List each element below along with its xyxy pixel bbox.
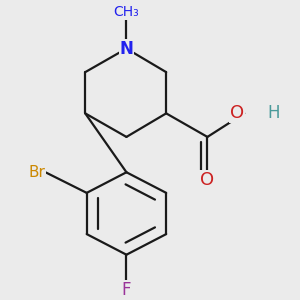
Text: H: H bbox=[268, 104, 280, 122]
Text: Br: Br bbox=[28, 165, 46, 180]
Text: N: N bbox=[119, 40, 134, 58]
Text: F: F bbox=[122, 281, 131, 299]
Text: O: O bbox=[200, 171, 214, 189]
Text: CH₃: CH₃ bbox=[114, 5, 139, 19]
Text: O: O bbox=[230, 104, 244, 122]
